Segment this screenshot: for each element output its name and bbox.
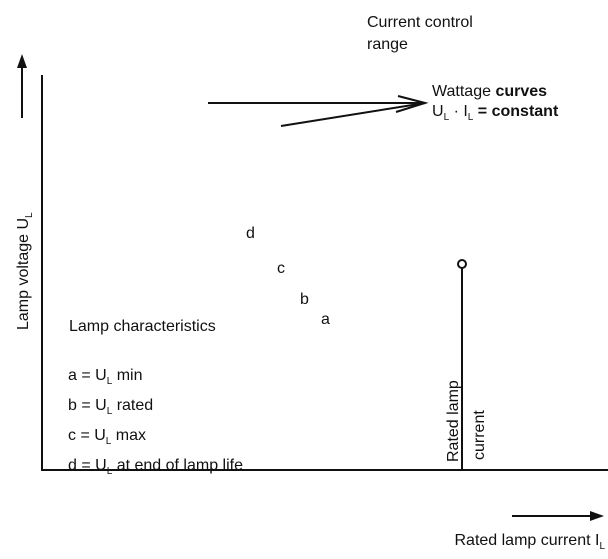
y-axis-label-group: Lamp voltage UL: [15, 212, 35, 330]
text-segment: L: [107, 466, 113, 477]
legend-item: a = UL min: [68, 367, 142, 387]
curve-letter: b: [300, 291, 309, 308]
text-segment: L: [24, 212, 35, 218]
curve-letter: d: [246, 225, 255, 242]
text-segment: min: [112, 367, 142, 384]
text-segment: · I: [449, 103, 468, 120]
x-axis-label: Rated lamp current IL: [454, 532, 605, 552]
text-segment: Lamp characteristics: [69, 318, 216, 335]
range-label: range: [367, 36, 408, 53]
text-segment: = constant: [473, 103, 559, 120]
text-segment: d = U: [68, 457, 107, 474]
legend-item: d = UL at end of lamp life: [68, 457, 243, 477]
rated-current-label: Rated lamp: [445, 380, 462, 462]
text-segment: at end of lamp life: [112, 457, 243, 474]
wattage-formula: UL · IL = constant: [432, 103, 559, 123]
pointer-arrowhead: [395, 95, 429, 113]
rated-current-point: [457, 259, 467, 269]
text-segment: Rated lamp: [445, 380, 462, 462]
rated-current-label-group: Rated lamp current: [445, 380, 488, 462]
text-segment: b = U: [68, 397, 107, 414]
text-segment: current: [471, 410, 488, 460]
curve-letter: a: [321, 311, 330, 328]
text-segment: L: [599, 541, 605, 552]
text-segment: max: [111, 427, 146, 444]
legend-title: Lamp characteristics: [69, 318, 216, 335]
text-segment: Current control: [367, 14, 473, 31]
text-segment: L: [444, 112, 450, 123]
pointer-line: [280, 102, 426, 127]
rated-current-label: current: [471, 410, 488, 460]
text-segment: range: [367, 36, 408, 53]
text-segment: Wattage: [432, 83, 495, 100]
legend-item: c = UL max: [68, 427, 146, 447]
range-label: Current control: [367, 14, 473, 31]
text-segment: curves: [495, 83, 547, 100]
text-segment: L: [107, 376, 113, 387]
x-arrowhead: [590, 511, 604, 521]
legend-item: b = UL rated: [68, 397, 153, 417]
text-segment: Lamp voltage U: [15, 218, 32, 330]
text-segment: rated: [112, 397, 153, 414]
text-segment: Rated lamp current I: [454, 532, 599, 549]
wattage-label: Wattage curves: [432, 83, 547, 100]
text-segment: U: [432, 103, 444, 120]
text-segment: L: [106, 436, 112, 447]
y-axis-label: Lamp voltage UL: [15, 212, 35, 330]
text-segment: a = U: [68, 367, 107, 384]
y-arrowhead: [17, 54, 27, 68]
text-segment: c = U: [68, 427, 106, 444]
text-segment: L: [468, 112, 474, 123]
curve-letter: c: [277, 260, 285, 277]
text-segment: L: [107, 406, 113, 417]
